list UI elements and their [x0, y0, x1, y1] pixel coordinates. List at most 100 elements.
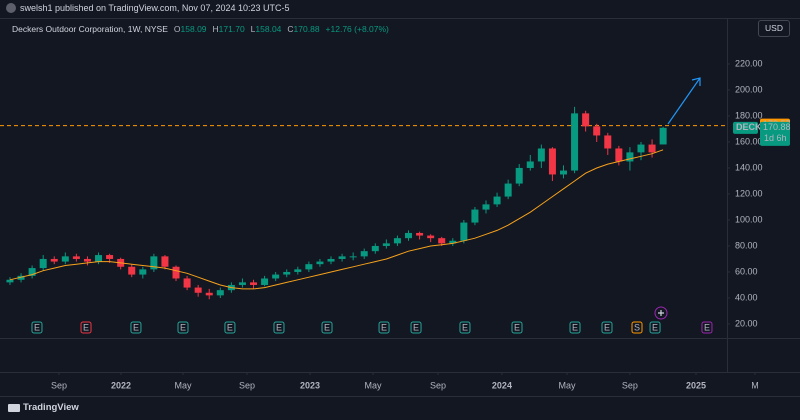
symbol-tag [733, 121, 758, 134]
event-badge [410, 321, 422, 334]
legend-item: O158.09 [174, 24, 207, 34]
candle-body [471, 209, 479, 223]
candle-body [349, 256, 357, 258]
legend-key: L [250, 24, 256, 34]
candle-body [205, 292, 213, 296]
y-tick-label: 140.00 [735, 162, 763, 172]
event-label: S [634, 322, 640, 332]
event-label: E [133, 322, 139, 332]
candle-body [150, 256, 158, 270]
candle-body [393, 238, 401, 244]
brand-logo [8, 403, 20, 412]
y-tick-label: 40.00 [735, 292, 758, 302]
candle-body [493, 196, 501, 205]
candle-body [559, 170, 567, 175]
candle-body [183, 278, 191, 288]
candle-body [61, 256, 69, 262]
event-badge [224, 321, 236, 334]
candle-body [283, 271, 291, 275]
symbol-tag-label: DECK [736, 122, 762, 132]
event-badge [378, 321, 390, 334]
event-label: E [604, 322, 610, 332]
candle-body [261, 278, 269, 285]
x-tick-label: Sep [430, 380, 446, 390]
event-label: E [227, 322, 233, 332]
candle-body [194, 287, 202, 293]
candle-body [139, 269, 147, 275]
candle-body [626, 152, 634, 162]
candle-body [659, 127, 667, 145]
candle-body [548, 148, 556, 175]
event-badge [177, 321, 189, 334]
symbol-title: Deckers Outdoor Corporation, 1W, NYSE [12, 24, 168, 34]
candle-body [604, 135, 612, 149]
event-label: E [462, 322, 468, 332]
countdown-label: 1d 6h [764, 133, 787, 143]
candle-body [427, 235, 435, 239]
candle-body [316, 261, 324, 265]
candle-body [6, 279, 14, 283]
candle-body [95, 255, 103, 262]
x-tick-label: Sep [51, 380, 67, 390]
x-tick-label: M [751, 380, 759, 390]
candle-body [416, 232, 424, 236]
y-tick-label: 120.00 [735, 188, 763, 198]
legend-value: 158.04 [255, 24, 282, 34]
candle-body [305, 264, 313, 270]
legend-key: C [287, 24, 294, 34]
candle-body [648, 144, 656, 153]
candle-body [161, 256, 169, 267]
candle-body [106, 255, 114, 259]
event-label: E [83, 322, 89, 332]
event-badge [321, 321, 333, 334]
plus-sign [658, 310, 664, 316]
candle-body [17, 275, 25, 280]
event-badge [631, 321, 643, 334]
last-price-tag [760, 121, 790, 146]
candle-body [338, 256, 346, 259]
arrow-line [667, 77, 701, 125]
candle-body [537, 148, 545, 162]
brand-name: TradingView [23, 402, 79, 413]
x-tick-label: 2023 [300, 380, 320, 390]
event-label: E [572, 322, 578, 332]
candle-body [515, 167, 523, 184]
event-label: E [34, 322, 40, 332]
y-tick-label: 80.00 [735, 240, 758, 250]
event-label: E [652, 322, 658, 332]
candle-body [449, 240, 457, 244]
arrow-head [691, 77, 701, 86]
candle-body [172, 266, 180, 279]
currency-button[interactable]: USD [758, 20, 790, 37]
candle-body [460, 222, 468, 241]
candle-body [250, 282, 258, 285]
y-tick-label: 60.00 [735, 266, 758, 276]
legend-item: L158.04 [251, 24, 282, 34]
moving-average [9, 149, 664, 290]
candle-body [39, 258, 47, 269]
x-tick-label: Sep [622, 380, 638, 390]
event-badge [80, 321, 92, 334]
candle-body [83, 258, 91, 262]
legend-value: 158.09 [180, 24, 207, 34]
candle-body [371, 245, 379, 252]
event-label: E [381, 322, 387, 332]
publisher: swelsh1 published on TradingView.com, No… [20, 3, 290, 13]
axes: 20.00 40.00 60.00 80.00 100.00 120.00 140.00 16… [51, 58, 791, 390]
legend-key: H [212, 24, 219, 34]
legend-key: O [173, 24, 181, 34]
event-badge [701, 321, 713, 334]
legend: Deckers Outdoor Corporation, 1W, NYSE O15… [12, 24, 389, 34]
event-label: E [180, 322, 186, 332]
publisher-bar: swelsh1 published on TradingView.com, No… [6, 3, 290, 13]
legend-item: C170.88 [287, 24, 319, 34]
x-tick-label: May [364, 380, 382, 390]
event-badge [130, 321, 142, 334]
event-badge [511, 321, 523, 334]
candle-body [526, 161, 534, 168]
candle-body [405, 232, 413, 239]
candle-body [294, 269, 302, 272]
